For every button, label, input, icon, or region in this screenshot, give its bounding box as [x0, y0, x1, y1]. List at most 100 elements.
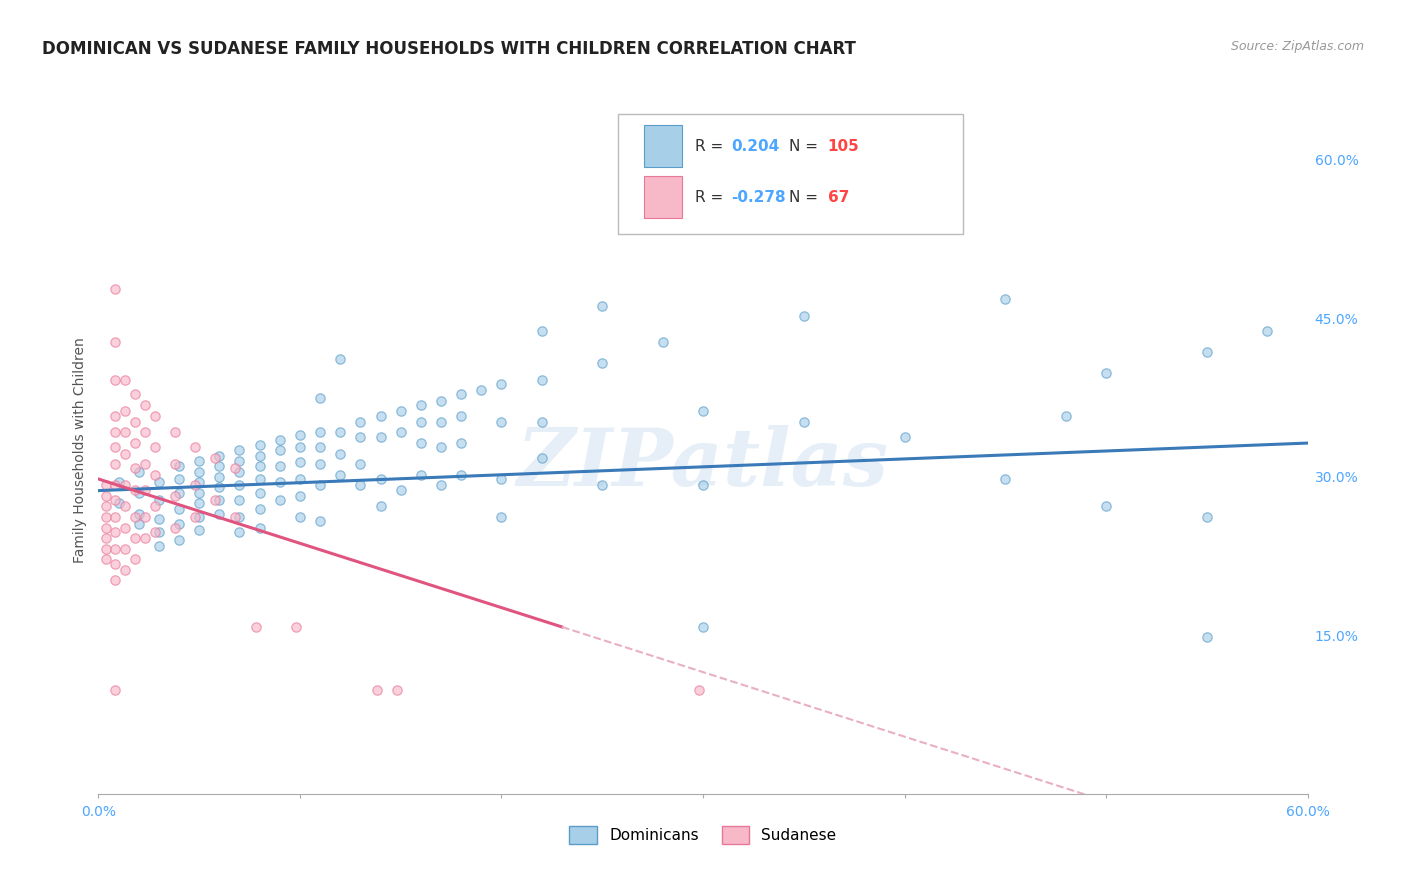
Point [124, 387, 146, 401]
Point [228, 524, 250, 539]
Point [1195, 345, 1218, 359]
Point [309, 425, 332, 440]
Point [530, 373, 553, 387]
Point [530, 415, 553, 429]
Point [134, 510, 156, 524]
Point [1195, 510, 1218, 524]
Point [329, 447, 352, 461]
Point [124, 436, 146, 450]
Point [450, 436, 472, 450]
Point [430, 415, 453, 429]
Point [688, 683, 710, 698]
Point [228, 478, 250, 492]
Point [128, 507, 150, 521]
Point [143, 440, 166, 454]
Point [934, 151, 956, 165]
Text: R =: R = [695, 190, 728, 204]
Point [793, 415, 815, 429]
Point [269, 493, 291, 508]
Text: Source: ZipAtlas.com: Source: ZipAtlas.com [1230, 40, 1364, 54]
Point [163, 425, 186, 440]
Point [143, 524, 166, 539]
Point [96, 541, 118, 556]
Point [793, 310, 815, 324]
Point [288, 472, 311, 486]
Point [114, 500, 136, 514]
Point [329, 425, 352, 440]
Point [167, 485, 190, 500]
FancyBboxPatch shape [644, 176, 682, 219]
Point [893, 430, 915, 444]
Point [114, 520, 136, 534]
Point [409, 398, 432, 412]
Point [103, 282, 125, 296]
Point [208, 449, 231, 463]
Point [96, 478, 118, 492]
Point [148, 539, 170, 553]
Point [288, 427, 311, 442]
Point [134, 457, 156, 471]
Point [184, 440, 207, 454]
Point [96, 500, 118, 514]
Point [167, 459, 190, 474]
Point [288, 455, 311, 469]
Point [103, 524, 125, 539]
Point [188, 485, 211, 500]
Point [389, 404, 412, 418]
Point [208, 507, 231, 521]
Point [288, 440, 311, 454]
Point [124, 510, 146, 524]
Point [148, 512, 170, 526]
Point [450, 467, 472, 482]
Point [114, 373, 136, 387]
Point [224, 510, 246, 524]
Point [134, 425, 156, 440]
Point [651, 334, 673, 349]
FancyBboxPatch shape [619, 114, 963, 234]
Point [228, 493, 250, 508]
Point [103, 574, 125, 588]
Point [470, 383, 492, 397]
FancyBboxPatch shape [644, 125, 682, 168]
Point [167, 533, 190, 548]
Point [124, 461, 146, 475]
Point [167, 501, 190, 516]
Point [409, 467, 432, 482]
Point [96, 510, 118, 524]
Point [103, 457, 125, 471]
Point [96, 531, 118, 545]
Point [288, 489, 311, 503]
Point [994, 472, 1017, 486]
Text: N =: N = [789, 190, 823, 204]
Point [114, 541, 136, 556]
Point [188, 496, 211, 510]
Text: -0.278: -0.278 [731, 190, 786, 204]
Point [329, 467, 352, 482]
Point [1054, 409, 1077, 423]
Point [107, 475, 129, 490]
Point [228, 465, 250, 479]
Point [103, 373, 125, 387]
Text: N =: N = [789, 138, 823, 153]
Point [107, 496, 129, 510]
Point [228, 443, 250, 458]
Point [114, 478, 136, 492]
Point [114, 404, 136, 418]
Point [103, 557, 125, 571]
Point [143, 500, 166, 514]
Point [208, 459, 231, 474]
Point [430, 393, 453, 408]
Point [309, 391, 332, 405]
Point [188, 523, 211, 537]
Point [269, 443, 291, 458]
Point [143, 409, 166, 423]
Point [491, 376, 513, 391]
Point [188, 454, 211, 468]
Point [208, 480, 231, 494]
Point [389, 425, 412, 440]
Point [370, 472, 392, 486]
Point [134, 531, 156, 545]
Point [188, 510, 211, 524]
Point [530, 324, 553, 338]
Point [370, 409, 392, 423]
